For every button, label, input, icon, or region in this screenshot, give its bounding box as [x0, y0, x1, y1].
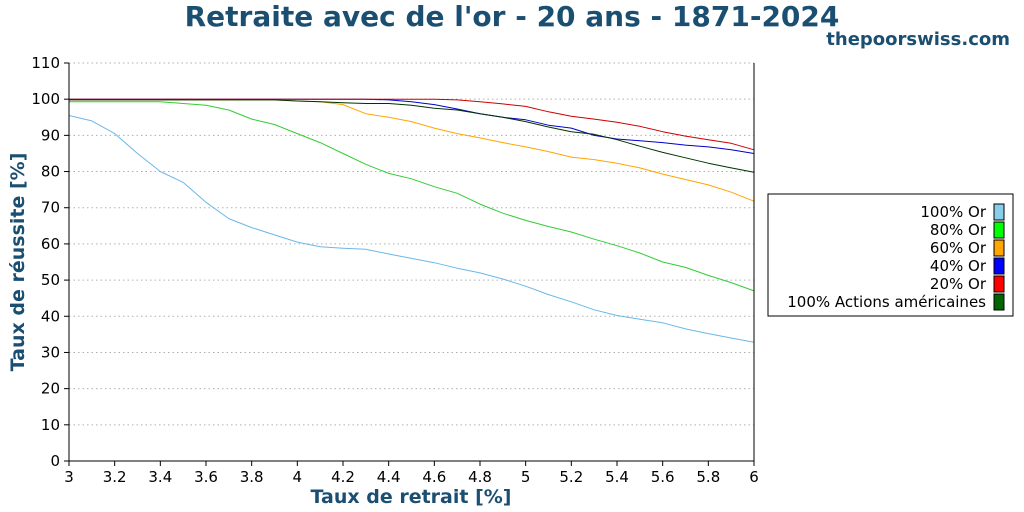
series-line-80-or	[69, 101, 755, 292]
y-tick-label: 70	[41, 199, 60, 217]
legend-swatch-20-or	[993, 275, 1005, 293]
x-tick-label: 4.4	[377, 468, 401, 486]
x-axis-title: Taux de retrait [%]	[311, 486, 512, 508]
x-tick-label: 5.4	[605, 468, 629, 486]
x-tick-label: 6	[749, 468, 759, 486]
brand-label: thepoorswiss.com	[826, 29, 1010, 50]
legend-swatch-60-or	[993, 239, 1005, 257]
legend-label-60-or: 60% Or	[930, 239, 987, 257]
y-tick-label: 90	[41, 126, 60, 144]
legend-swatch-100-or	[993, 203, 1005, 221]
series-line-20-or	[69, 98, 755, 151]
y-tick-label: 30	[41, 343, 60, 361]
x-tick-label: 3.8	[240, 468, 264, 486]
x-tick-label: 4.8	[468, 468, 492, 486]
chart-series	[68, 98, 755, 343]
legend-swatch-40-or	[993, 257, 1005, 275]
x-tick-label: 3.2	[103, 468, 127, 486]
x-tick-label: 5.6	[651, 468, 675, 486]
y-tick-label: 0	[50, 452, 60, 470]
legend-swatch-80-or	[993, 221, 1005, 239]
legend-label-20-or: 20% Or	[930, 275, 987, 293]
series-line-100-actions-am-ricaines	[69, 99, 755, 173]
series-line-60-or	[69, 99, 755, 202]
chart-grid	[69, 62, 754, 426]
x-tick-label: 5	[521, 468, 531, 486]
x-tick-label: 5.2	[559, 468, 583, 486]
y-tick-label: 80	[41, 163, 60, 181]
x-tick-label: 5.8	[696, 468, 720, 486]
x-tick-label: 3.6	[194, 468, 218, 486]
y-tick-label: 100	[31, 90, 60, 108]
chart-ticks: 0 10 20 30 40 50 60 70 80 90 100 110 3 3.2 3.4 3.6 3.8 4 4…	[31, 54, 758, 486]
legend-label-80-or: 80% Or	[930, 221, 987, 239]
page-title: Retraite avec de l'or - 20 ans - 1871-20…	[184, 0, 840, 33]
x-tick-label: 4.2	[331, 468, 355, 486]
legend-label-100-actions-am-ricaines: 100% Actions américaines	[787, 293, 986, 311]
legend-label-40-or: 40% Or	[930, 257, 987, 275]
y-tick-label: 40	[41, 307, 60, 325]
y-tick-label: 50	[41, 271, 60, 289]
chart-axes	[64, 62, 755, 466]
x-tick-label: 4.6	[422, 468, 446, 486]
y-tick-label: 10	[41, 416, 60, 434]
y-tick-label: 110	[31, 54, 60, 72]
x-tick-label: 3.4	[148, 468, 172, 486]
legend-swatch-100-actions-am-ricaines	[993, 293, 1005, 311]
series-line-40-or	[69, 98, 755, 154]
series-line-100-or	[68, 115, 755, 343]
y-tick-label: 20	[41, 380, 60, 398]
x-tick-label: 4	[293, 468, 303, 486]
legend-label-100-or: 100% Or	[920, 203, 986, 221]
x-tick-label: 3	[64, 468, 74, 486]
y-axis-title: Taux de réussite [%]	[7, 153, 29, 372]
legend-box	[767, 193, 1014, 317]
y-tick-label: 60	[41, 235, 60, 253]
